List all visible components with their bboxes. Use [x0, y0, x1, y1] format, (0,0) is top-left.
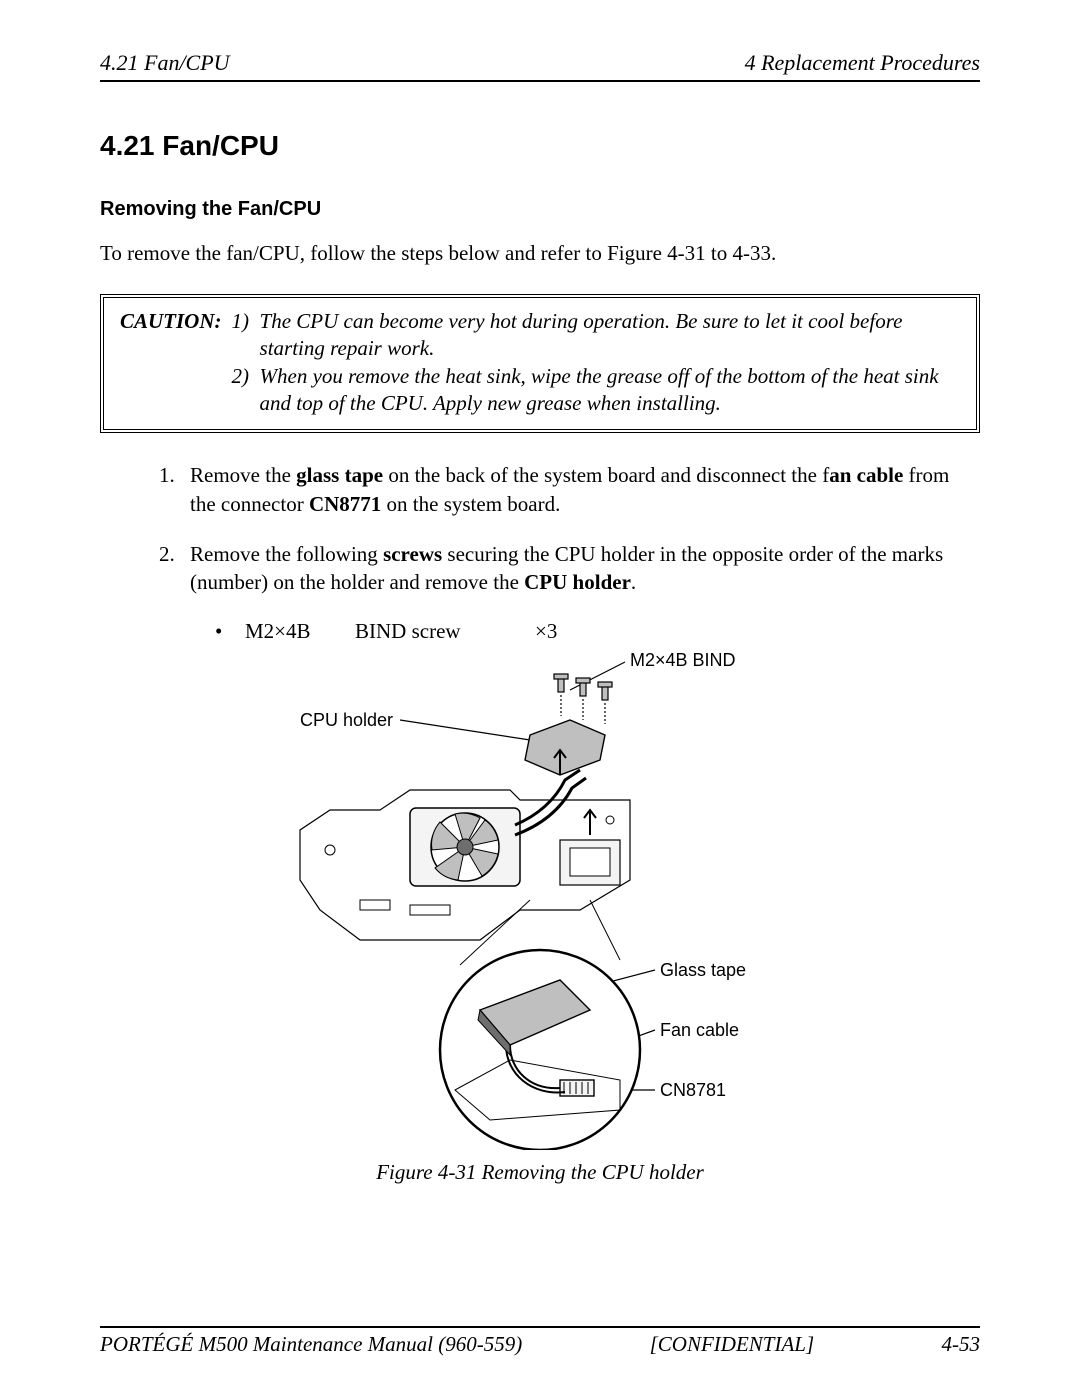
figure-4-31: M2×4B BIND CPU holder Glass tape Fan cab…: [260, 650, 820, 1150]
figure-caption: Figure 4-31 Removing the CPU holder: [100, 1160, 980, 1185]
bullet-c2: BIND screw: [355, 619, 535, 644]
step1-mid1: on the back of the system board and disc…: [383, 463, 829, 487]
bullet-dot: •: [215, 619, 245, 644]
step2-b2: CPU holder: [524, 570, 631, 594]
running-header: 4.21 Fan/CPU 4 Replacement Procedures: [100, 50, 980, 82]
footer-left: PORTÉGÉ M500 Maintenance Manual (960-559…: [100, 1332, 522, 1357]
step1-b1: glass tape: [296, 463, 383, 487]
step2-pre: Remove the following: [190, 542, 383, 566]
header-left: 4.21 Fan/CPU: [100, 50, 230, 76]
label-glass-tape: Glass tape: [660, 960, 746, 981]
running-footer: PORTÉGÉ M500 Maintenance Manual (960-559…: [100, 1326, 980, 1357]
bullet-c1: M2×4B: [245, 619, 355, 644]
footer-right: 4-53: [942, 1332, 981, 1357]
cpu-holder-icon: [525, 720, 605, 775]
step1-pre: Remove the: [190, 463, 296, 487]
detail-circle-icon: [440, 950, 640, 1150]
screw-bullet: • M2×4B BIND screw ×3: [215, 619, 980, 644]
step1-post: on the system board.: [381, 492, 560, 516]
step-1: Remove the glass tape on the back of the…: [180, 461, 980, 518]
label-fan-cable: Fan cable: [660, 1020, 739, 1041]
caution-text-1: The CPU can become very hot during opera…: [260, 308, 960, 363]
step2-b1: screws: [383, 542, 442, 566]
label-m2x4b-bind: M2×4B BIND: [630, 650, 736, 671]
caution-box: CAUTION: 1) The CPU can become very hot …: [100, 294, 980, 433]
step1-b2: an cable: [829, 463, 903, 487]
label-cpu-holder: CPU holder: [300, 710, 393, 731]
step-2: Remove the following screws securing the…: [180, 540, 980, 597]
label-cn8781: CN8781: [660, 1080, 726, 1101]
page: 4.21 Fan/CPU 4 Replacement Procedures 4.…: [0, 0, 1080, 1397]
caution-body: 1) The CPU can become very hot during op…: [232, 308, 960, 417]
section-title: 4.21 Fan/CPU: [100, 130, 980, 162]
caution-item-2: 2) When you remove the heat sink, wipe t…: [232, 363, 960, 418]
subheading: Removing the Fan/CPU: [100, 198, 980, 221]
caution-item-1: 1) The CPU can become very hot during op…: [232, 308, 960, 363]
cpu-socket-icon: [560, 810, 620, 885]
caution-num-2: 2): [232, 363, 260, 418]
screws-icon: [554, 674, 612, 724]
bullet-c3: ×3: [535, 619, 585, 644]
footer-center: [CONFIDENTIAL]: [650, 1332, 815, 1357]
steps-list: Remove the glass tape on the back of the…: [100, 461, 980, 596]
step1-b3: CN8771: [309, 492, 381, 516]
step2-post: .: [631, 570, 636, 594]
header-right: 4 Replacement Procedures: [745, 50, 980, 76]
caution-text-2: When you remove the heat sink, wipe the …: [260, 363, 960, 418]
caution-num-1: 1): [232, 308, 260, 363]
caution-label: CAUTION:: [120, 308, 232, 417]
intro-text: To remove the fan/CPU, follow the steps …: [100, 241, 980, 266]
